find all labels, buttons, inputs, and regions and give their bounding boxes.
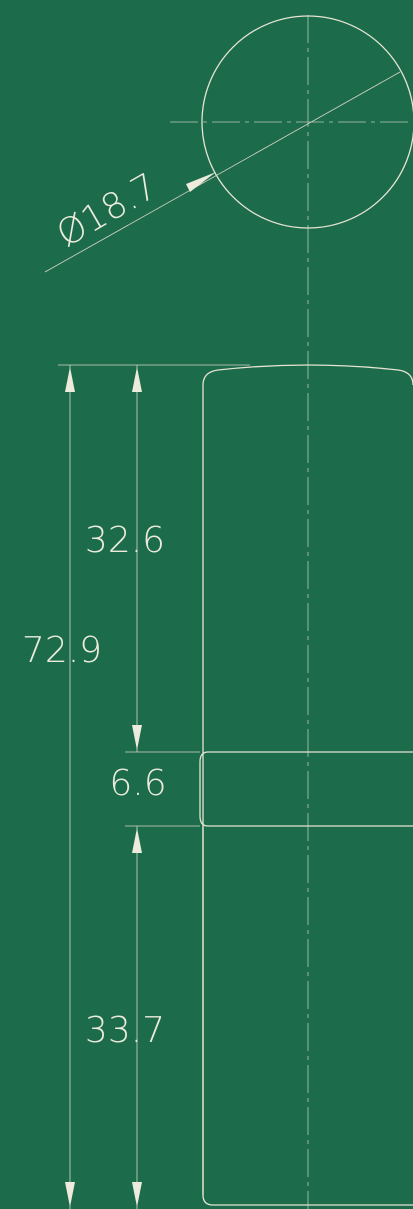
arrow bbox=[132, 367, 142, 392]
body-lower-outline bbox=[202, 826, 413, 1206]
diameter-arrow bbox=[186, 172, 216, 192]
body-upper-outline bbox=[202, 364, 413, 1195]
arrow bbox=[132, 828, 142, 853]
end-circle bbox=[201, 15, 413, 229]
arrow bbox=[132, 1182, 142, 1207]
arrow bbox=[65, 1182, 75, 1207]
total-length-label: 72.9 bbox=[22, 630, 102, 671]
band-outline bbox=[199, 751, 413, 827]
band-width-label: 6.6 bbox=[109, 763, 166, 804]
diameter-label: Ø18.7 bbox=[50, 166, 164, 256]
diameter-leader bbox=[44, 71, 401, 273]
lower-length-label: 33.7 bbox=[85, 1010, 165, 1051]
arrow bbox=[132, 725, 142, 750]
upper-length-label: 32.6 bbox=[85, 520, 165, 561]
arrow bbox=[65, 367, 75, 392]
